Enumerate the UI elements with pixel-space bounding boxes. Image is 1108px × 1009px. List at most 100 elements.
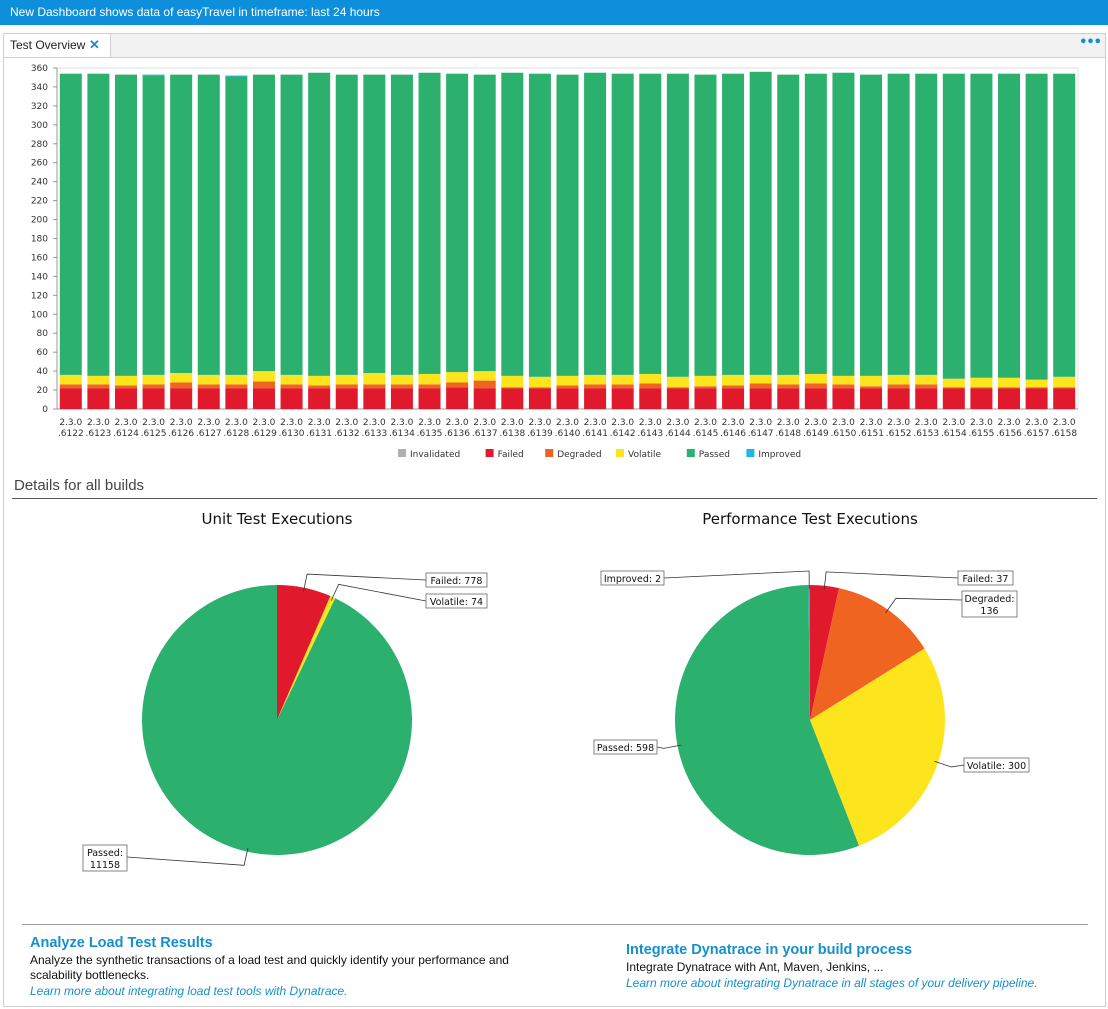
x-tick-label: 2.3.0 — [777, 418, 800, 428]
x-tick-label: 2.3.0 — [280, 418, 303, 428]
bar-segment-passed — [970, 73, 993, 378]
promo-build-title: Integrate Dynatrace in your build proces… — [626, 942, 913, 958]
bar-segment-failed — [970, 388, 993, 409]
bar-segment-volatile — [722, 374, 745, 386]
bar-segment-failed — [335, 388, 358, 409]
y-tick-label: 140 — [31, 272, 48, 282]
y-tick-label: 120 — [31, 291, 48, 301]
legend-swatch-invalidated — [398, 449, 406, 457]
bar-segment-degraded — [197, 384, 220, 389]
x-tick-label: .6134 — [389, 429, 415, 439]
bar-segment-failed — [556, 388, 579, 409]
y-tick-label: 260 — [31, 159, 48, 169]
bar-segment-passed — [225, 76, 248, 375]
x-tick-label: 2.3.0 — [87, 418, 110, 428]
y-tick-label: 80 — [37, 329, 49, 339]
pie-label-text: 136 — [980, 606, 998, 617]
x-tick-label: .6158 — [1051, 429, 1077, 439]
tab-test-overview[interactable]: Test Overview ✕ — [4, 34, 111, 58]
bar-segment-passed — [390, 74, 413, 375]
bar-segment-passed — [556, 74, 579, 376]
bar-segment-failed — [777, 388, 800, 409]
x-tick-label: 2.3.0 — [942, 418, 965, 428]
bar-segment-passed — [142, 75, 165, 375]
promo-build-text: Integrate Dynatrace with Ant, Maven, Jen… — [626, 960, 884, 974]
pie-slice-improved — [808, 585, 810, 720]
bar-segment-degraded — [390, 384, 413, 389]
x-tick-label: 2.3.0 — [197, 418, 220, 428]
unit-test-pie-chart: Unit Test Executions Failed: 778 Volatile:… — [82, 510, 488, 872]
pie-label-box — [600, 570, 665, 586]
bar-segment-failed — [87, 388, 110, 409]
x-tick-label: 2.3.0 — [749, 418, 772, 428]
x-tick-label: .6150 — [831, 429, 857, 439]
x-tick-label: .6142 — [610, 429, 636, 439]
bar-segment-failed — [280, 388, 303, 409]
bar-segment-degraded — [556, 385, 579, 389]
bar-segment-failed — [528, 388, 551, 409]
x-tick-label: .6128 — [223, 429, 249, 439]
promo-load-test: Analyze Load Test Results Analyze the sy… — [30, 935, 550, 998]
pie-label-text: Degraded: — [964, 594, 1014, 605]
bar-segment-failed — [252, 388, 275, 409]
promo-load-test-title: Analyze Load Test Results — [30, 935, 213, 951]
bar-segment-degraded — [473, 380, 496, 389]
pie-label-leader — [303, 573, 427, 592]
x-tick-label: 2.3.0 — [142, 418, 165, 428]
bar-segment-volatile — [252, 371, 275, 382]
promo-load-test-text: Analyze the synthetic transactions of a … — [30, 953, 509, 982]
bar-segment-passed — [832, 72, 855, 376]
promo-build-process: Integrate Dynatrace in your build proces… — [626, 942, 1096, 990]
bar-segment-degraded — [252, 381, 275, 389]
x-tick-label: .6136 — [444, 429, 470, 439]
bar-segment-failed — [1053, 388, 1076, 409]
y-tick-label: 340 — [31, 83, 48, 93]
bar-segment-failed — [804, 388, 827, 409]
bar-segment-degraded — [777, 384, 800, 389]
bar-segment-degraded — [860, 386, 883, 389]
bar-segment-passed — [777, 74, 800, 375]
x-tick-label: .6123 — [86, 429, 112, 439]
bar-segment-passed — [170, 74, 193, 374]
bar-segment-volatile — [887, 374, 910, 385]
y-tick-label: 0 — [42, 405, 48, 415]
bar-segment-volatile — [970, 377, 993, 388]
bar-segment-passed — [418, 72, 441, 374]
details-divider — [12, 498, 1097, 499]
x-tick-label: 2.3.0 — [335, 418, 358, 428]
bar-segment-failed — [418, 388, 441, 409]
x-tick-label: .6154 — [941, 429, 967, 439]
bar-segment-volatile — [777, 374, 800, 385]
pie-label-text: Volatile: 300 — [967, 761, 1026, 772]
x-tick-label: .6122 — [58, 429, 84, 439]
x-tick-label: .6146 — [720, 429, 746, 439]
y-tick-label: 280 — [31, 140, 48, 150]
y-tick-label: 300 — [31, 121, 48, 131]
promo-build-link[interactable]: Learn more about integrating Dynatrace i… — [626, 976, 1038, 990]
close-icon[interactable]: ✕ — [89, 37, 100, 52]
x-tick-label: 2.3.0 — [998, 418, 1021, 428]
bar-segment-failed — [584, 388, 607, 409]
promo-load-test-link[interactable]: Learn more about integrating load test t… — [30, 984, 348, 998]
y-tick-label: 200 — [31, 216, 48, 226]
bar-segment-passed — [915, 73, 938, 375]
bar-segment-failed — [942, 388, 965, 409]
bar-segment-failed — [59, 388, 82, 409]
bar-segment-degraded — [335, 384, 358, 389]
bar-segment-passed — [804, 73, 827, 374]
bar-segment-passed — [446, 73, 469, 373]
x-tick-label: .6157 — [1024, 429, 1050, 439]
bar-segment-failed — [639, 388, 662, 409]
x-tick-label: 2.3.0 — [860, 418, 883, 428]
bar-segment-volatile — [501, 375, 524, 388]
bar-segment-failed — [860, 388, 883, 409]
bar-segment-failed — [694, 388, 717, 409]
x-tick-label: 2.3.0 — [915, 418, 938, 428]
x-tick-label: .6141 — [582, 429, 608, 439]
more-options-icon[interactable]: ••• — [1079, 35, 1102, 50]
pie-label-text: Volatile: 74 — [430, 597, 483, 608]
pie-label-leader — [934, 760, 965, 768]
x-tick-label: .6156 — [996, 429, 1022, 439]
pie-title: Performance Test Executions — [702, 510, 918, 528]
bar-segment-passed — [749, 71, 772, 375]
